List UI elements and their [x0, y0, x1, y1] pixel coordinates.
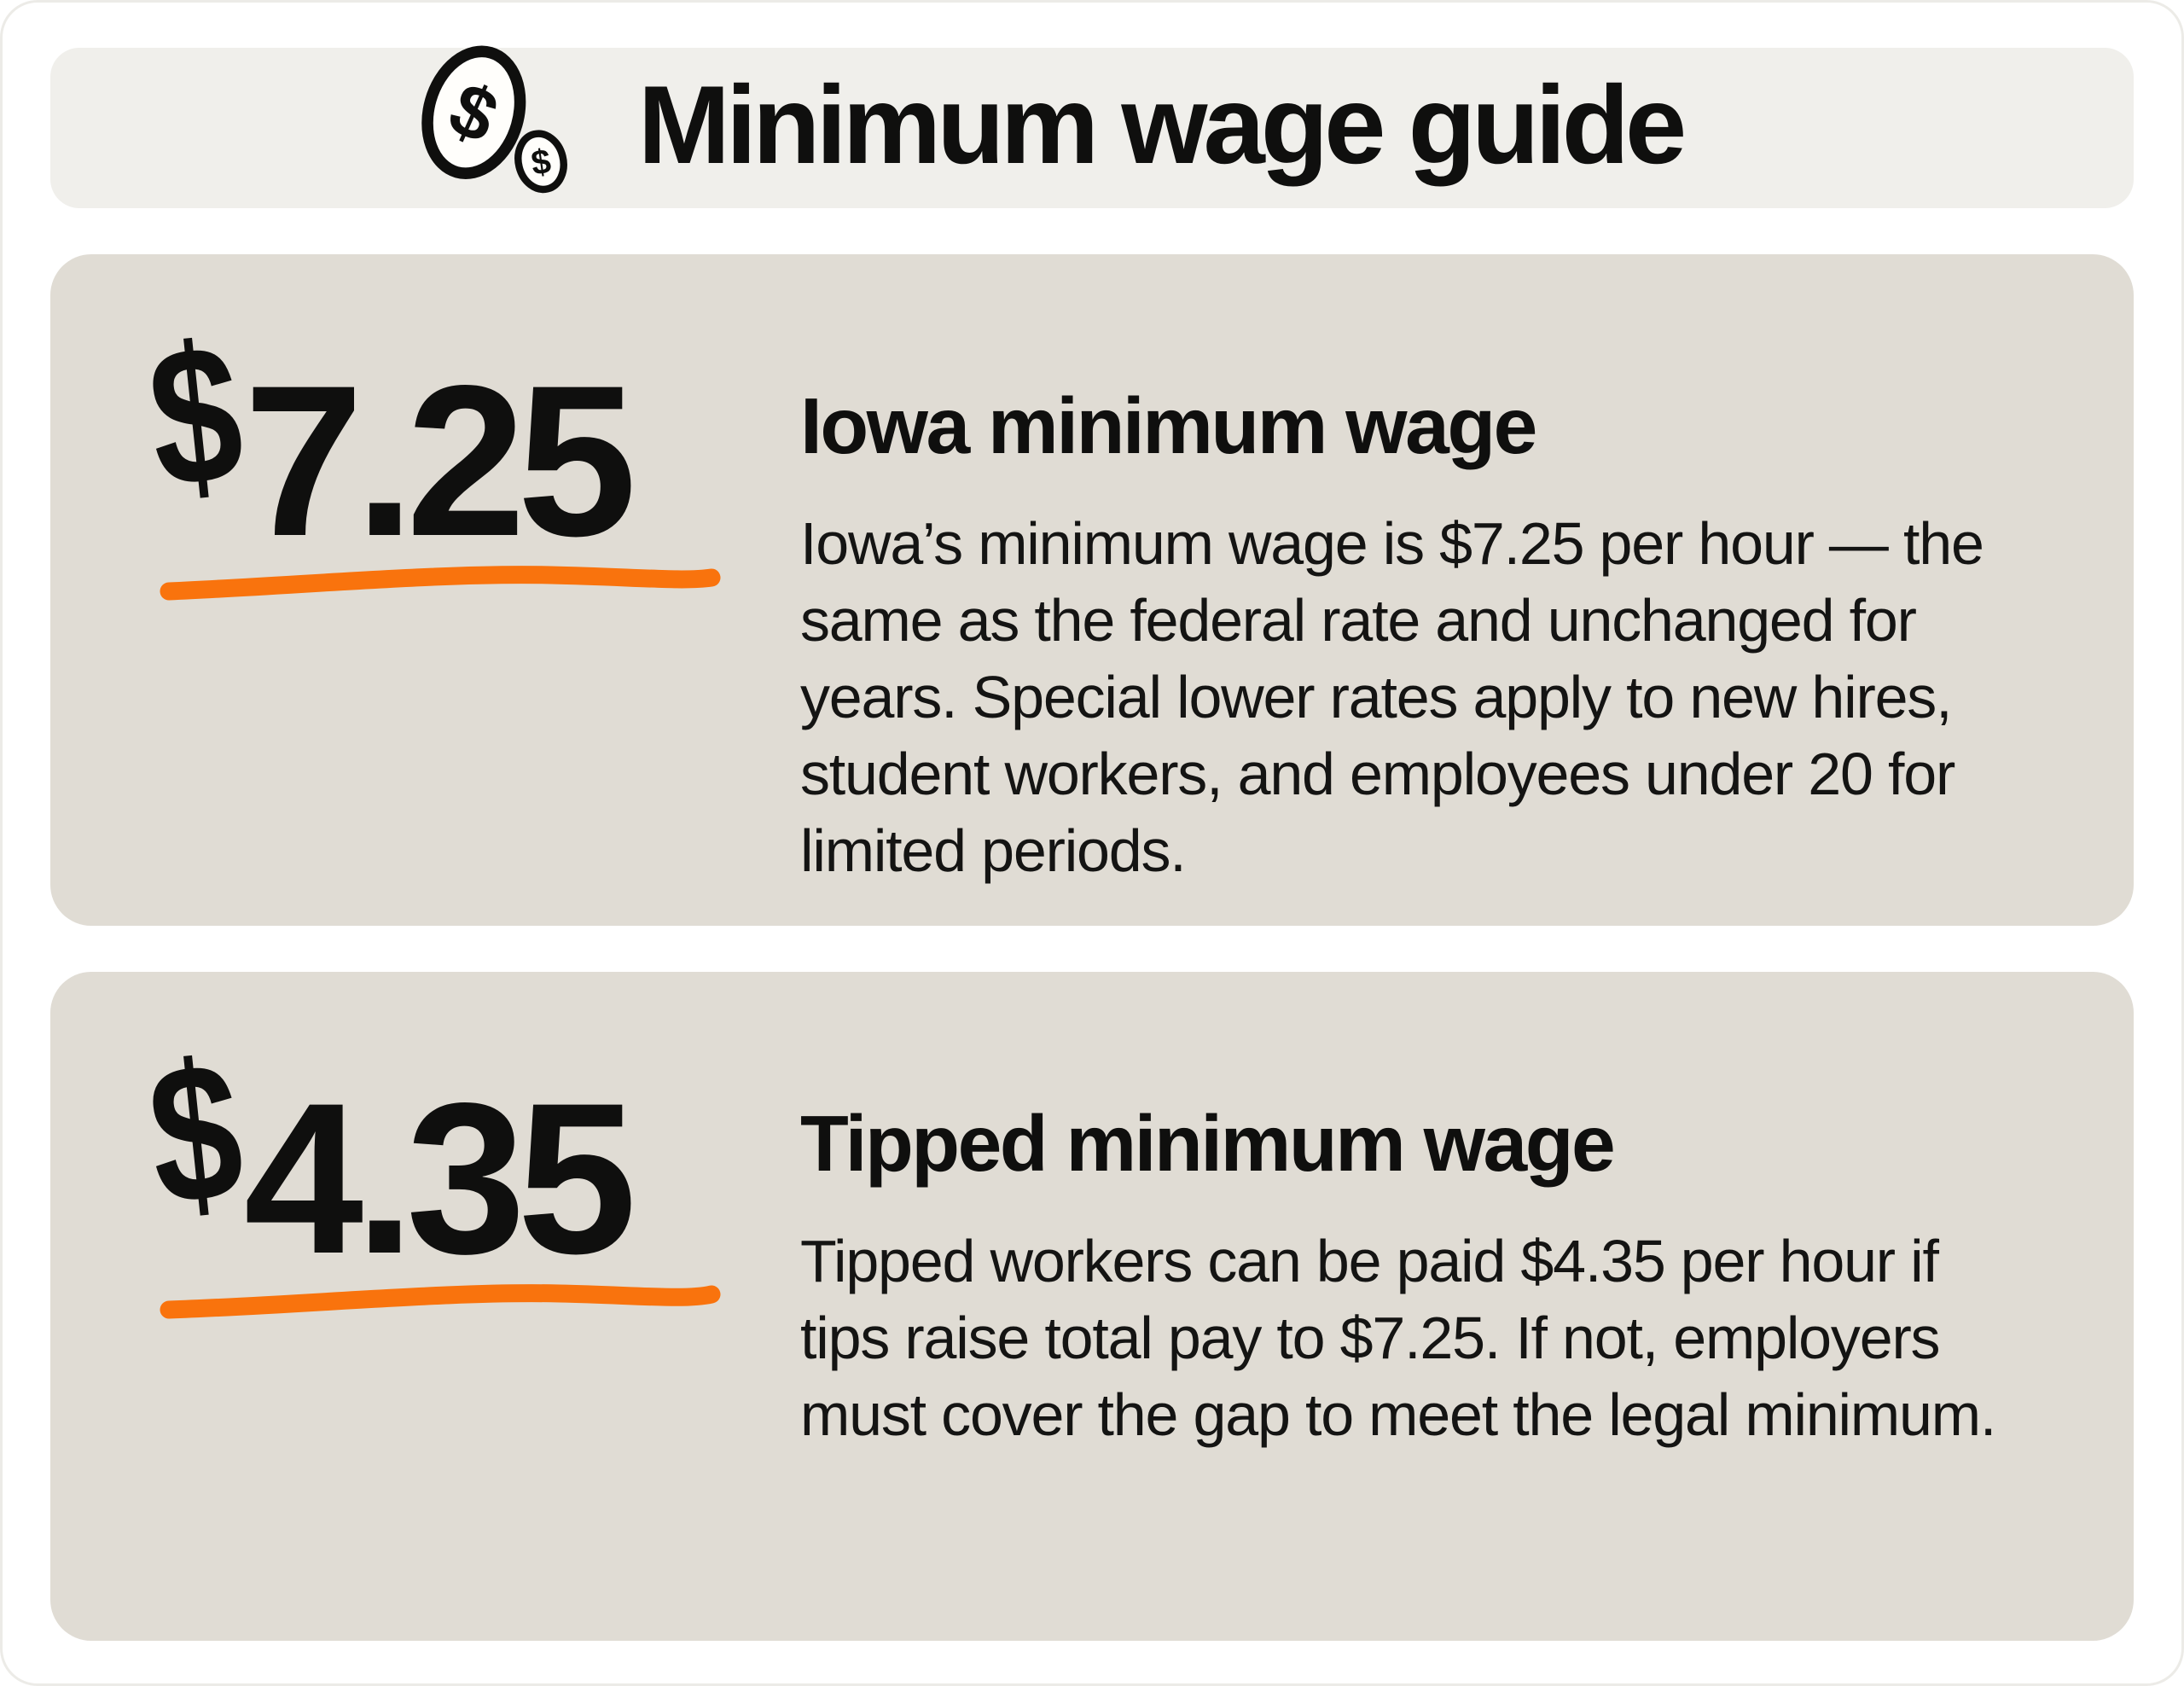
header-group: $ $ Minimum wage guide	[391, 43, 1687, 213]
card-heading: Tipped minimum wage	[800, 1099, 1616, 1188]
amount-column: $ 4.35	[135, 1020, 800, 1319]
amount: $ 4.35	[135, 1020, 800, 1299]
amount-value: 4.35	[243, 1059, 636, 1299]
orange-underline-stroke	[160, 566, 721, 601]
iowa-minimum-wage-card: $ 7.25 Iowa minimum wage Iowa’s minimum …	[50, 254, 2134, 926]
card-body-text: Iowa’s minimum wage is $7.25 per hour — …	[800, 510, 1984, 885]
amount: $ 7.25	[135, 302, 800, 581]
dollar-sign: $	[139, 301, 252, 530]
card-content: $ 4.35 Tipped minimum wage Tipped worker…	[50, 972, 2134, 1453]
card-body-text: Tipped workers can be paid $4.35 per hou…	[800, 1228, 1996, 1449]
page-title: Minimum wage guide	[637, 62, 1687, 187]
orange-underline-stroke	[160, 1284, 721, 1319]
card-content: $ 7.25 Iowa minimum wage Iowa’s minimum …	[50, 254, 2134, 889]
text-column: Iowa minimum wage Iowa’s minimum wage is…	[800, 382, 2014, 889]
dollar-sign: $	[139, 1019, 252, 1247]
dollar-coins-icon: $ $	[421, 45, 567, 194]
header-bar: $ $ Minimum wage guide	[50, 45, 2134, 208]
tipped-minimum-wage-card: $ 4.35 Tipped minimum wage Tipped worker…	[50, 972, 2134, 1641]
card-heading: Iowa minimum wage	[800, 381, 1537, 470]
text-column: Tipped minimum wage Tipped workers can b…	[800, 1100, 2014, 1453]
amount-value: 7.25	[243, 341, 636, 581]
amount-column: $ 7.25	[135, 302, 800, 602]
